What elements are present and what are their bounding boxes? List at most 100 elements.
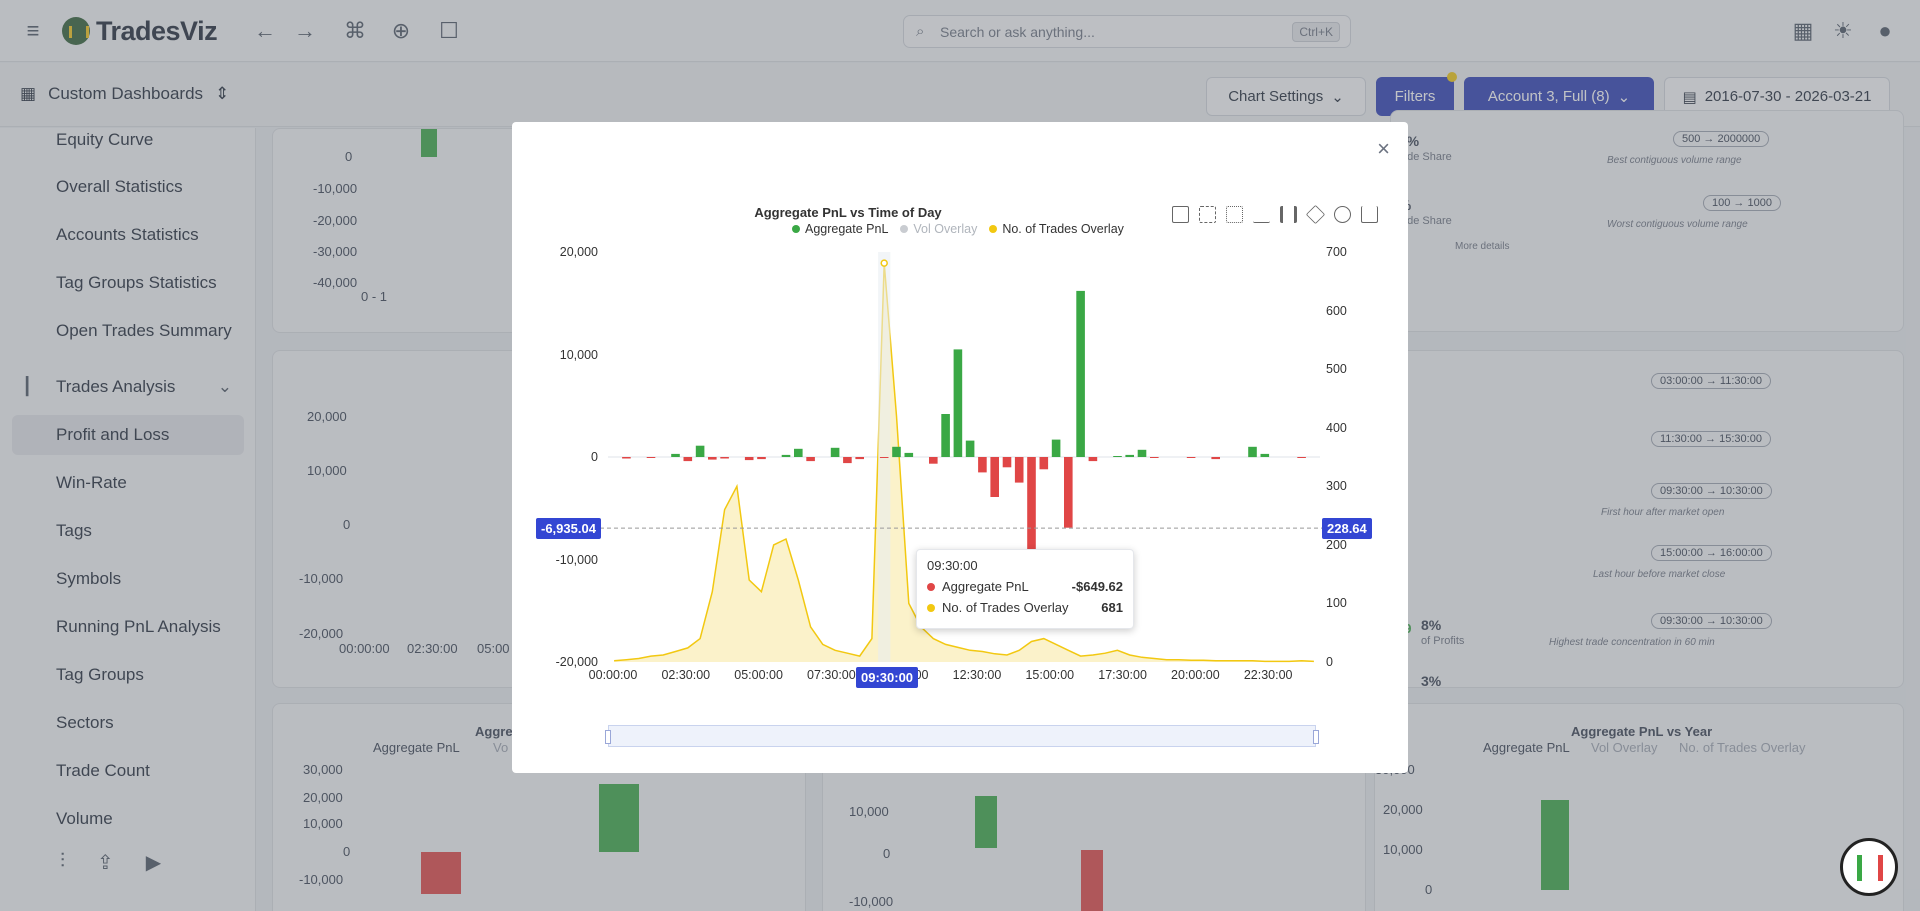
bg-range-badge: 100 → 1000 <box>1703 195 1781 211</box>
bg-tick: 00:00:00 <box>339 641 390 656</box>
chart-settings-label: Chart Settings <box>1228 88 1324 105</box>
bg-tick: 30,000 <box>303 762 343 777</box>
sidebar-item-overall-statistics[interactable]: Overall Statistics <box>56 177 183 196</box>
bar-chart-icon[interactable] <box>1280 206 1297 223</box>
add-circle-icon[interactable]: ⊕ <box>391 18 411 43</box>
legend-label: Vol Overlay <box>913 222 978 236</box>
sidebar-item-tags[interactable]: Tags <box>56 521 92 540</box>
back-arrow-icon[interactable]: ← <box>254 18 276 43</box>
bg-tick: 0 <box>343 517 351 532</box>
search-input[interactable]: ⌕ Search or ask anything... Ctrl+K <box>903 15 1351 48</box>
sidebar-item-open-trades-summary[interactable]: Open Trades Summary <box>56 321 232 340</box>
dashboard-icon: ▦ <box>20 84 37 103</box>
close-icon[interactable]: × <box>1377 136 1390 161</box>
pnl-bar <box>1064 457 1073 528</box>
bg-sub: of Profits <box>1421 635 1465 647</box>
data-view-icon[interactable] <box>1172 206 1189 223</box>
bg-tick: 20,000 <box>303 790 343 805</box>
pnl-bar <box>892 446 901 458</box>
slider-handle-right[interactable] <box>1313 730 1319 744</box>
command-icon[interactable]: ⌘ <box>344 18 366 43</box>
user-avatar-icon[interactable]: ● <box>1878 18 1892 43</box>
tooltip-time: 09:30:00 <box>927 558 978 573</box>
sidebar-item-equity-curve[interactable]: Equity Curve <box>56 130 154 149</box>
date-range-button[interactable]: ▤ 2016-07-30 - 2026-03-21 <box>1664 77 1890 116</box>
sidebar-section-trades-analysis[interactable]: ┃ Trades Analysis ⌄ <box>12 367 244 407</box>
menu-icon[interactable]: ≡ <box>26 18 40 43</box>
logo-text: TradesViz <box>96 15 218 46</box>
chart-modal: × Aggregate PnL vs Time of Day Aggregate… <box>512 122 1408 773</box>
x-tick: 07:30:00 <box>807 668 856 682</box>
trades-overlay-area <box>614 263 1314 662</box>
filters-button[interactable]: Filters <box>1376 77 1454 116</box>
bg-pct: 3% <box>1421 673 1442 688</box>
pnl-bar <box>929 457 938 464</box>
apps-grid-icon[interactable]: ▦ <box>1792 18 1814 43</box>
sidebar-item-accounts-statistics[interactable]: Accounts Statistics <box>56 225 199 244</box>
chat-bot-button[interactable] <box>1840 838 1898 896</box>
chevron-down-icon: ⌄ <box>1331 88 1344 106</box>
download-icon[interactable] <box>1361 206 1378 223</box>
theme-sun-icon[interactable]: ☀ <box>1833 18 1853 43</box>
filters-label: Filters <box>1394 88 1436 105</box>
youtube-icon[interactable]: ▶ <box>145 852 162 874</box>
tooltip-row-pnl: Aggregate PnL -$649.62 <box>927 579 1123 594</box>
bg-chart-title: Aggreg <box>475 724 521 739</box>
pnl-bar <box>1002 457 1012 468</box>
bg-tick: -30,000 <box>313 244 358 259</box>
y-right-tick: 0 <box>1326 655 1333 669</box>
bg-bar <box>421 129 437 157</box>
pnl-bar <box>1076 290 1085 457</box>
sidebar-footer: ⫶ ⇪ ▶ <box>60 850 161 875</box>
sidebar-item-volume[interactable]: Volume <box>56 809 113 828</box>
bg-tick: 0 <box>1425 882 1433 897</box>
line-chart-icon[interactable] <box>1253 206 1270 223</box>
x-tick: 20:00:00 <box>1171 668 1220 682</box>
bg-range-badge: 09:30:00 → 10:30:00 <box>1651 613 1772 629</box>
sidebar-item-sectors[interactable]: Sectors <box>56 713 114 732</box>
ai-chat-icon[interactable]: ☐ <box>439 18 459 43</box>
zoom-reset-icon[interactable] <box>1226 206 1243 223</box>
y-left-tick: -20,000 <box>555 655 598 669</box>
updown-chevron-icon: ⇕ <box>215 84 230 103</box>
logo[interactable]: TradesViz <box>62 14 218 48</box>
sidebar-item-tag-groups[interactable]: Tag Groups <box>56 665 144 684</box>
sliders-icon[interactable]: ⫶ <box>60 850 65 872</box>
forward-arrow-icon[interactable]: → <box>294 18 316 43</box>
bg-legend-item: Vo <box>493 740 509 755</box>
chart-toolbox <box>1172 204 1378 225</box>
chart-legend: Aggregate PnL Vol Overlay No. of Trades … <box>792 222 1124 236</box>
pnl-bar <box>720 457 729 459</box>
chart-settings-button[interactable]: Chart Settings ⌄ <box>1206 77 1366 116</box>
pnl-bar <box>757 457 766 460</box>
account-select-button[interactable]: Account 3, Full (8) ⌄ <box>1464 77 1654 116</box>
sidebar-item-trade-count[interactable]: Trade Count <box>56 761 150 780</box>
legend-vol-overlay[interactable]: Vol Overlay <box>900 222 977 236</box>
pnl-bar <box>695 445 705 457</box>
y-right-tick: 500 <box>1326 362 1347 377</box>
legend-aggregate-pnl[interactable]: Aggregate PnL <box>792 222 888 236</box>
pnl-bar <box>990 457 999 497</box>
sidebar-item-tag-groups-statistics[interactable]: Tag Groups Statistics <box>56 273 217 292</box>
legend-trades-overlay[interactable]: No. of Trades Overlay <box>989 222 1124 236</box>
legend-dot <box>900 225 909 233</box>
slider-handle-left[interactable] <box>605 730 611 744</box>
bg-legend-item: No. of Trades Overlay <box>1679 740 1806 755</box>
bg-pct: 8% <box>1421 617 1442 633</box>
dashboard-select[interactable]: ▦ Custom Dashboards ⇕ <box>20 84 229 104</box>
bg-tick: 02:30:00 <box>407 641 458 656</box>
sidebar-item-profit-and-loss[interactable]: Profit and Loss <box>12 415 244 455</box>
upload-icon[interactable]: ⇪ <box>97 852 114 874</box>
bg-note: Worst contiguous volume range <box>1607 219 1748 230</box>
sidebar-item-running-pnl-analysis[interactable]: Running PnL Analysis <box>56 617 221 636</box>
bg-note: Best contiguous volume range <box>1607 155 1742 166</box>
data-zoom-slider[interactable] <box>605 725 1319 747</box>
bg-range-badge: 03:00:00 → 11:30:00 <box>1651 373 1771 389</box>
pnl-bar <box>646 457 656 458</box>
sidebar-item-symbols[interactable]: Symbols <box>56 569 122 588</box>
cursor-left-value: -6,935.04 <box>536 518 601 539</box>
sidebar-item-win-rate[interactable]: Win-Rate <box>56 473 127 492</box>
restore-icon[interactable] <box>1334 206 1351 223</box>
zoom-icon[interactable] <box>1199 206 1216 223</box>
bg-tick: 20,000 <box>307 409 347 424</box>
